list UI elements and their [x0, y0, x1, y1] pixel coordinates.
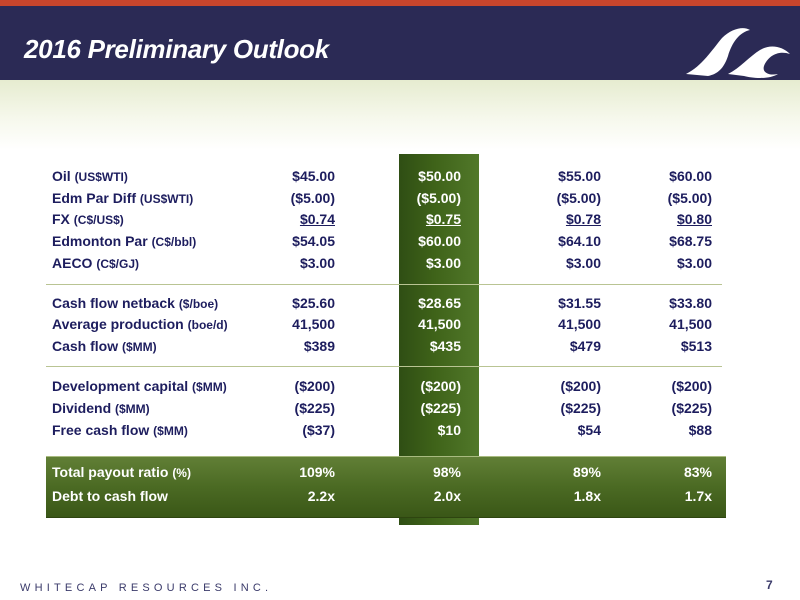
cell-value: $68.75 [669, 233, 712, 249]
cell-value: ($5.00) [667, 190, 712, 206]
row-label: Dividend ($MM) [52, 400, 150, 416]
page-title: 2016 Preliminary Outlook [24, 34, 329, 64]
table-row: FX (C$/US$) $0.74 $0.75 $0.78 $0.80 [52, 211, 722, 233]
page-number: 7 [766, 578, 773, 592]
cell-value: $0.74 [299, 211, 335, 227]
cell-value: ($225) [420, 400, 461, 416]
whitecap-wave-logo-icon [686, 28, 790, 78]
row-label: Average production (boe/d) [52, 316, 228, 332]
table-row: Cash flow ($MM) $389 $435 $479 $513 [52, 338, 722, 360]
cell-value: $3.00 [565, 255, 601, 271]
cell-value: $88 [688, 422, 712, 438]
cell-value: 41,500 [418, 316, 461, 332]
cell-value: $479 [569, 338, 601, 354]
cell-value: $25.60 [292, 295, 335, 311]
cell-value: 1.8x [573, 488, 601, 504]
cell-value: ($5.00) [416, 190, 461, 206]
cell-value: ($225) [671, 400, 712, 416]
header-bar: 2016 Preliminary Outlook [0, 6, 800, 80]
cell-value: $54.05 [292, 233, 335, 249]
cell-value: ($225) [560, 400, 601, 416]
cell-value: ($5.00) [556, 190, 601, 206]
cell-value: $45.00 [292, 168, 335, 184]
row-label: Edm Par Diff (US$WTI) [52, 190, 194, 206]
cell-value: $54 [577, 422, 601, 438]
cell-value: 83% [683, 464, 712, 480]
cell-value: ($225) [294, 400, 335, 416]
table-row: Edm Par Diff (US$WTI) ($5.00) ($5.00) ($… [52, 190, 722, 212]
cell-value: 41,500 [292, 316, 335, 332]
cell-value: ($5.00) [290, 190, 335, 206]
accent-strip [0, 0, 800, 6]
cell-value: $513 [680, 338, 712, 354]
row-label: Edmonton Par (C$/bbl) [52, 233, 197, 249]
table-row: Cash flow netback ($/boe) $25.60 $28.65 … [52, 295, 722, 317]
cell-value: $50.00 [418, 168, 461, 184]
cell-value: $0.80 [676, 211, 712, 227]
cell-value: 1.7x [684, 488, 712, 504]
cell-value: 98% [432, 464, 461, 480]
table-row: Debt to cash flow 2.2x 2.0x 1.8x 1.7x [52, 488, 722, 510]
table-row: AECO (C$/GJ) $3.00 $3.00 $3.00 $3.00 [52, 255, 722, 277]
cell-value: 41,500 [558, 316, 601, 332]
row-label: Development capital ($MM) [52, 378, 227, 394]
cell-value: ($37) [302, 422, 335, 438]
cell-value: $31.55 [558, 295, 601, 311]
table-row: Average production (boe/d) 41,500 41,500… [52, 316, 722, 338]
cell-value: $64.10 [558, 233, 601, 249]
section-divider [46, 284, 722, 285]
cell-value: $389 [303, 338, 335, 354]
cell-value: $55.00 [558, 168, 601, 184]
table-row: Total payout ratio (%) 109% 98% 89% 83% [52, 464, 722, 486]
table-row: Edmonton Par (C$/bbl) $54.05 $60.00 $64.… [52, 233, 722, 255]
totals-box [46, 456, 726, 518]
row-label: Cash flow netback ($/boe) [52, 295, 219, 311]
cell-value: $60.00 [418, 233, 461, 249]
section-divider [46, 366, 722, 367]
row-label: Oil (US$WTI) [52, 168, 128, 184]
cell-value: ($200) [294, 378, 335, 394]
cell-value: $3.00 [425, 255, 461, 271]
header-fade [0, 80, 800, 150]
row-label: Debt to cash flow [52, 488, 168, 504]
cell-value: $0.78 [565, 211, 601, 227]
row-label: AECO (C$/GJ) [52, 255, 140, 271]
cell-value: ($200) [560, 378, 601, 394]
cell-value: 2.2x [307, 488, 335, 504]
cell-value: 89% [572, 464, 601, 480]
cell-value: $3.00 [676, 255, 712, 271]
row-label: Cash flow ($MM) [52, 338, 157, 354]
cell-value: $0.75 [425, 211, 461, 227]
cell-value: $28.65 [418, 295, 461, 311]
cell-value: 2.0x [433, 488, 461, 504]
cell-value: 109% [299, 464, 335, 480]
table-row: Development capital ($MM) ($200) ($200) … [52, 378, 722, 400]
table-row: Oil (US$WTI) $45.00 $50.00 $55.00 $60.00 [52, 168, 722, 190]
company-footer: WHITECAP RESOURCES INC. [20, 582, 273, 594]
table-row: Dividend ($MM) ($225) ($225) ($225) ($22… [52, 400, 722, 422]
cell-value: $33.80 [669, 295, 712, 311]
cell-value: 41,500 [669, 316, 712, 332]
cell-value: $60.00 [669, 168, 712, 184]
cell-value: ($200) [671, 378, 712, 394]
cell-value: $3.00 [299, 255, 335, 271]
row-label: FX (C$/US$) [52, 211, 124, 227]
row-label: Total payout ratio (%) [52, 464, 191, 480]
cell-value: $435 [429, 338, 461, 354]
cell-value: ($200) [420, 378, 461, 394]
table-row: Free cash flow ($MM) ($37) $10 $54 $88 [52, 422, 722, 444]
cell-value: $10 [437, 422, 461, 438]
row-label: Free cash flow ($MM) [52, 422, 188, 438]
